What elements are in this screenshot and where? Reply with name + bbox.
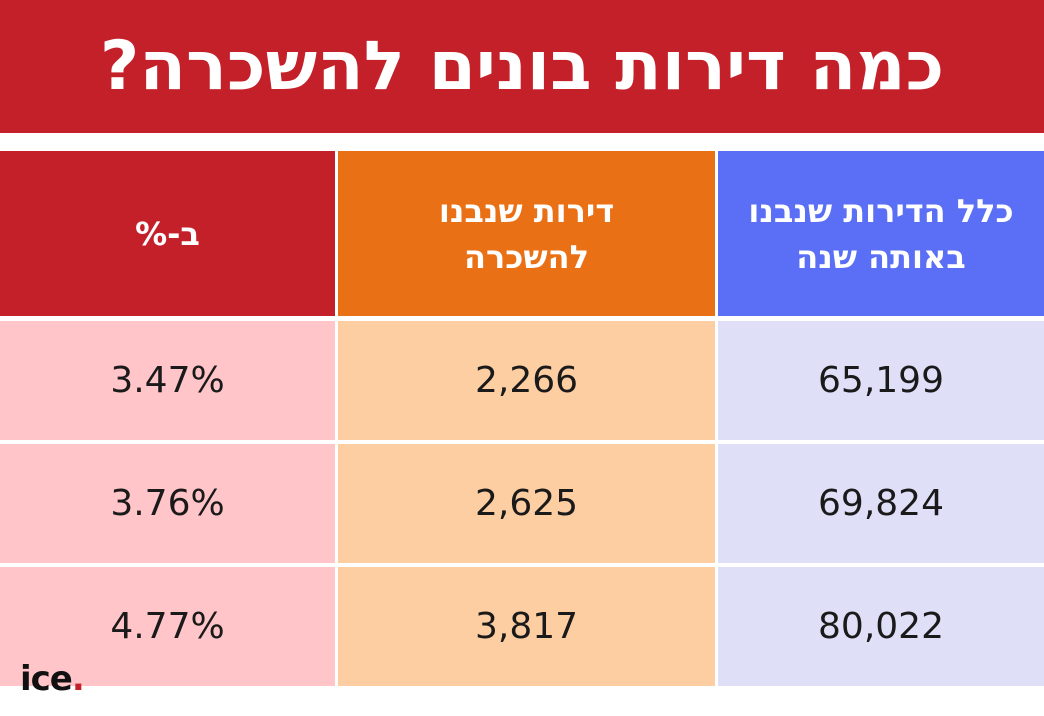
table-cell-pct: 3.47% bbox=[0, 321, 335, 440]
table-cell-rent: 3,817 bbox=[338, 567, 715, 686]
table-cell-rent: 2,625 bbox=[338, 444, 715, 563]
column-header-pct: ב-% bbox=[0, 151, 335, 316]
table-cell-rent: 2,266 bbox=[338, 321, 715, 440]
table-cell-pct: 4.77% bbox=[0, 567, 335, 686]
title-banner: כמה דירות בונים להשכרה? bbox=[0, 0, 1044, 133]
table-cell-pct: 3.76% bbox=[0, 444, 335, 563]
table-cell-total: 80,022 bbox=[718, 567, 1044, 686]
ice-logo: ice. bbox=[20, 659, 85, 699]
page-title: כמה דירות בונים להשכרה? bbox=[99, 26, 945, 106]
table-cell-total: 69,824 bbox=[718, 444, 1044, 563]
column-header-rent: דירות שנבנו להשכרה bbox=[338, 151, 715, 316]
table-cell-total: 65,199 bbox=[718, 321, 1044, 440]
column-header-total: כלל הדירות שנבנו באותה שנה bbox=[718, 151, 1044, 316]
